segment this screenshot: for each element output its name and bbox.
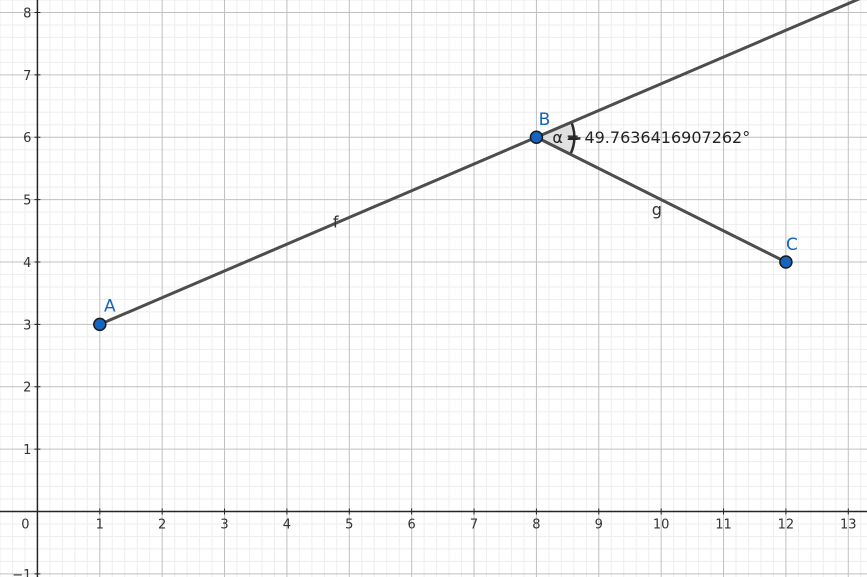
- x-tick-label: 6: [408, 518, 416, 533]
- point-a-label: A: [104, 296, 116, 316]
- ray-f[interactable]: [98, 0, 867, 326]
- point-b-label: B: [539, 110, 551, 130]
- y-tick-label: 2: [23, 381, 31, 396]
- x-tick-label: 2: [158, 518, 166, 533]
- y-tick-label: 1: [23, 443, 31, 458]
- x-tick-label: 0: [21, 518, 29, 533]
- x-tick-label: 11: [715, 518, 732, 533]
- y-tick-label: 3: [23, 318, 31, 333]
- x-tick-labels: 0 1 2 3 4 5 6 7 8 9 10 11 12 13: [21, 508, 857, 533]
- point-c[interactable]: [779, 255, 793, 269]
- ray-f-label: f: [333, 213, 339, 232]
- point-b[interactable]: [529, 130, 544, 144]
- x-tick-label: 4: [283, 518, 291, 533]
- angle-alpha-symbol: α: [552, 128, 563, 147]
- angle-alpha-sector[interactable]: [536, 122, 575, 155]
- y-tick-label: 5: [23, 194, 31, 209]
- segment-g-label: g: [652, 200, 662, 219]
- point-c-label: C: [786, 235, 798, 255]
- x-tick-label: 3: [220, 518, 228, 533]
- y-tick-label: −1: [12, 568, 31, 577]
- x-tick-label: 7: [470, 518, 478, 533]
- point-a[interactable]: [93, 317, 107, 332]
- points: A B C: [93, 110, 798, 332]
- x-tick-label: 9: [595, 518, 603, 533]
- x-tick-label: 5: [345, 518, 353, 533]
- x-tick-label: 8: [532, 518, 540, 533]
- x-tick-label: 13: [840, 518, 857, 533]
- segment-g[interactable]: [534, 135, 788, 264]
- y-tick-label: 7: [23, 69, 31, 84]
- y-tick-label: 8: [23, 6, 31, 21]
- y-tick-label: 4: [23, 256, 31, 271]
- y-tick-labels: −1 1 2 3 4 5 6 7 8: [12, 6, 41, 577]
- angle-alpha-value: = 49.7636416907262°: [566, 128, 750, 147]
- x-tick-label: 12: [778, 518, 795, 533]
- y-tick-label: 6: [23, 131, 31, 146]
- angle-alpha-label: α = 49.7636416907262°: [552, 128, 750, 147]
- x-tick-label: 1: [96, 518, 104, 533]
- x-tick-label: 10: [653, 518, 670, 533]
